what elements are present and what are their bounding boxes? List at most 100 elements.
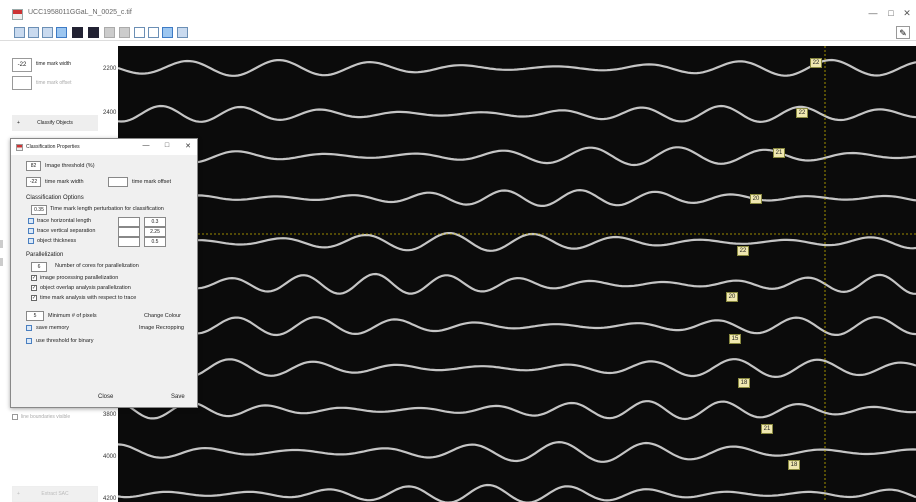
extract-sac-button[interactable]: + Extract SAC [12,486,98,502]
option-value-input[interactable]: 0.5 [144,237,166,247]
dialog-close-button[interactable]: ✕ [185,143,191,150]
parallel-option-label: time mark analysis with respect to trace [40,295,137,301]
axis-tick: 4000 [103,454,117,460]
time-mark-label[interactable]: 20 [750,194,762,204]
save-icon[interactable] [14,27,25,38]
time-mark-width-input[interactable]: -22 [12,58,32,72]
option-blank-input[interactable] [118,237,140,247]
image-recropping-button[interactable]: Image Recropping [139,325,184,331]
time-mark-label[interactable]: 15 [729,334,741,344]
contrast-icon[interactable] [72,27,83,38]
classify-objects-button[interactable]: + Classify Objects [12,115,98,131]
trace-horizontal-length-checkbox[interactable] [28,218,34,224]
parallel-option-label: image processing parallelization [40,275,119,281]
dialog-app-icon [16,144,23,151]
option-label: trace vertical separation [37,228,96,234]
trace-vertical-separation-checkbox[interactable] [28,228,34,234]
perturbation-label: Time mark length perturbation for classi… [50,206,164,212]
zoom-in-icon[interactable] [134,27,145,38]
panel-edge-marker [0,240,3,248]
expand-icon: + [17,120,20,126]
color-icon[interactable] [56,27,67,38]
trace-line [118,440,916,463]
dialog-minimize-button[interactable]: — [142,142,150,149]
seismogram-image[interactable]: 22 22 21 20 22 20 15 18 21 18 [118,46,916,502]
square-icon[interactable] [119,27,130,38]
square-icon[interactable] [104,27,115,38]
classification-properties-dialog: Classification Properties — □ ✕ 82 Image… [10,138,198,408]
time-mark-label[interactable]: 21 [773,148,785,158]
pan-icon[interactable] [162,27,173,38]
time-mark-label[interactable]: 20 [726,292,738,302]
option-value-input[interactable]: 2.25 [144,227,166,237]
title-bar: UCC1958011GGaL_N_0025_c.tif — □ ✕ [0,0,916,24]
option-label: trace horizontal length [37,218,92,224]
invert-icon[interactable] [88,27,99,38]
object-overlap-parallel-checkbox[interactable]: ✓ [31,285,37,291]
parallel-option-label: object overlap analysis parallelization [40,285,131,291]
object-thickness-checkbox[interactable] [28,238,34,244]
option-blank-input[interactable] [118,227,140,237]
time-mark-analysis-checkbox[interactable]: ✓ [31,295,37,301]
open-icon[interactable] [28,27,39,38]
close-button[interactable]: ✕ [903,8,911,18]
option-value-input[interactable]: 0.3 [144,217,166,227]
panel-edge-marker [0,258,3,266]
trace-line [118,272,916,295]
minimize-button[interactable]: — [868,8,878,18]
expand-icon: + [17,491,20,497]
window-title: UCC1958011GGaL_N_0025_c.tif [28,9,132,16]
extract-sac-label: Extract SAC [41,491,69,497]
line-boundaries-checkbox[interactable] [12,414,18,420]
picture-icon[interactable] [177,27,188,38]
dialog-title: Classification Properties [26,144,80,150]
time-mark-label[interactable]: 22 [796,108,808,118]
time-mark-label[interactable]: 22 [810,58,822,68]
axis-tick: 2400 [103,110,117,116]
close-dialog-button[interactable]: Close [98,394,114,400]
trace-line [118,188,916,207]
zoom-out-icon[interactable] [148,27,159,38]
time-mark-label[interactable]: 18 [738,378,750,388]
classification-options-header: Classification Options [26,195,84,201]
save-memory-checkbox[interactable] [26,325,32,331]
use-threshold-checkbox[interactable] [26,338,32,344]
time-mark-label[interactable]: 18 [788,460,800,470]
perturbation-input[interactable]: 0.35 [31,205,47,215]
time-mark-offset-label: time mark offset [36,80,72,86]
grid-icon[interactable] [42,27,53,38]
time-mark-offset-input[interactable] [12,76,32,90]
dialog-title-bar: Classification Properties — □ ✕ [11,139,197,155]
axis-tick: 2200 [103,66,117,72]
image-threshold-input[interactable]: 82 [26,161,41,171]
time-mark-label[interactable]: 21 [761,424,773,434]
min-pixels-input[interactable]: 5 [26,311,44,321]
option-label: object thickness [37,238,77,244]
image-threshold-label: Image threshold (%) [45,163,95,169]
trace-line [118,58,916,77]
time-mark-offset-input[interactable] [108,177,128,187]
time-mark-label[interactable]: 22 [737,246,749,256]
pen-icon[interactable]: ✎ [896,26,910,39]
maximize-button[interactable]: □ [888,8,894,18]
time-mark-width-label: time mark width [36,61,72,67]
line-boundaries-label: line boundaries visible [21,414,71,420]
axis-tick: 4200 [103,496,117,502]
trace-line [118,146,916,167]
change-colour-button[interactable]: Change Colour [144,313,181,319]
image-processing-parallel-checkbox[interactable]: ✓ [31,275,37,281]
time-mark-offset-label: time mark offset [132,179,172,185]
time-mark-width-input[interactable]: -22 [26,177,41,187]
cores-input[interactable]: 6 [31,262,47,272]
save-dialog-button[interactable]: Save [171,394,185,400]
classify-objects-label: Classify Objects [37,120,73,126]
use-threshold-label: use threshold for binary [36,338,94,344]
trace-line [118,104,916,124]
dialog-maximize-button[interactable]: □ [164,142,170,149]
axis-tick: 3800 [103,412,117,418]
save-memory-label: save memory [36,325,70,331]
trace-line [118,358,916,379]
option-blank-input[interactable] [118,217,140,227]
min-pixels-label: Minimum # of pixels [48,313,97,319]
